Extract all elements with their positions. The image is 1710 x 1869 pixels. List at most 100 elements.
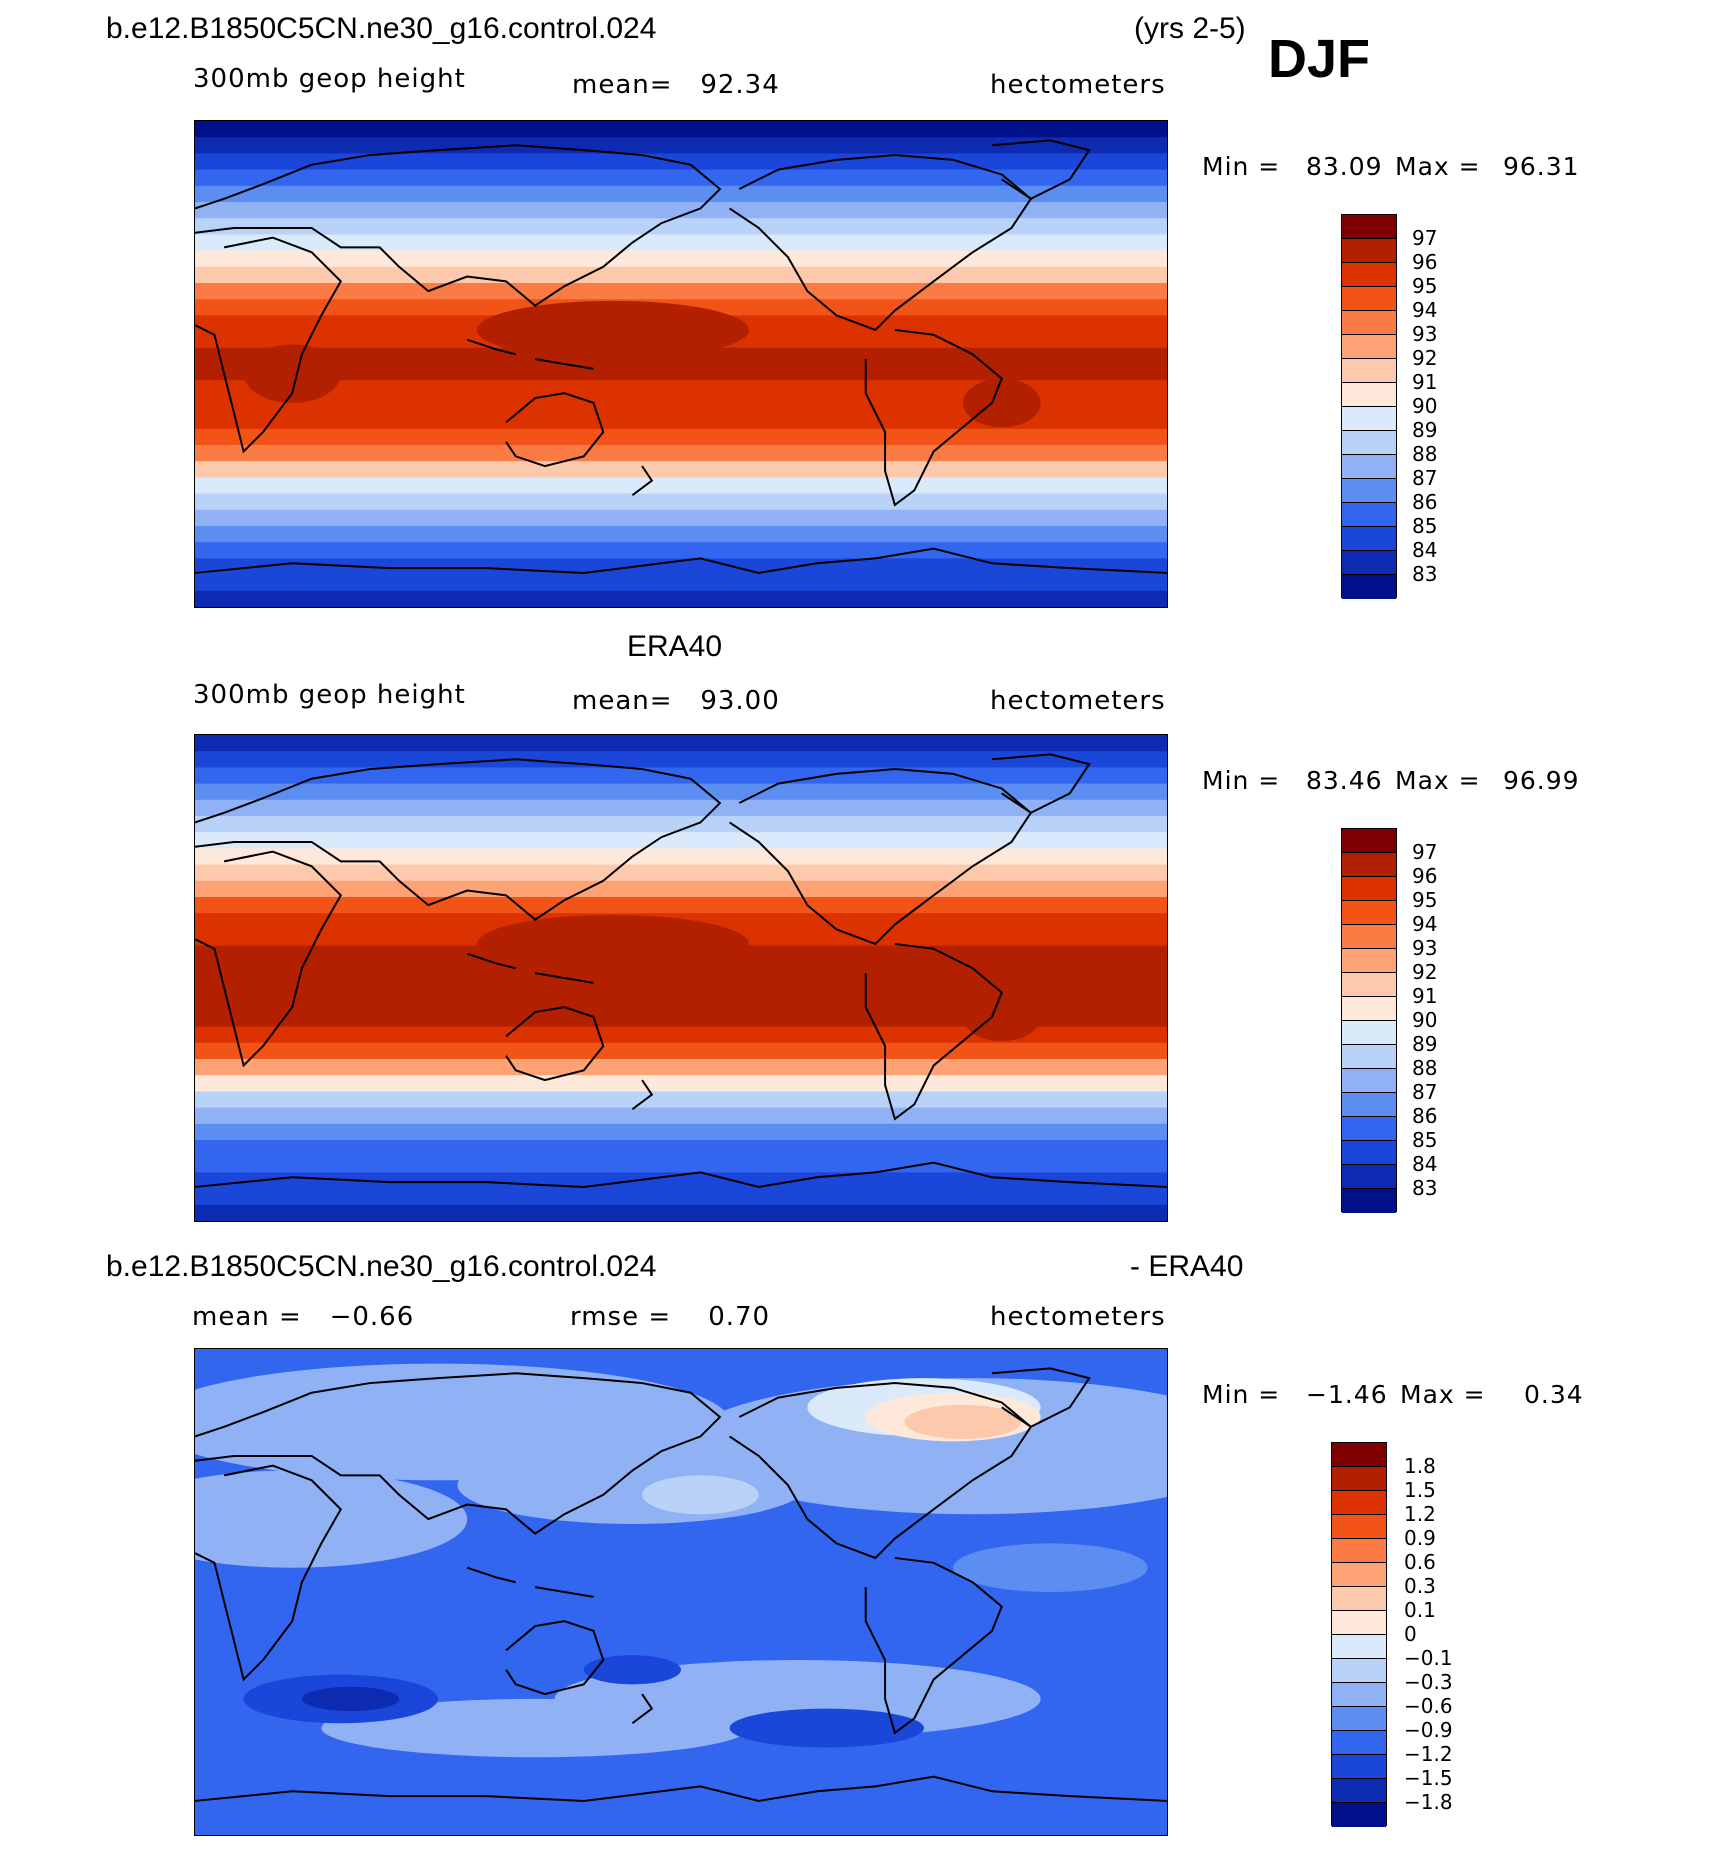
- contour-band: [195, 477, 1167, 495]
- contour-band: [195, 250, 1167, 268]
- contour-band: [195, 994, 1167, 1012]
- panel2-colorbar: [1341, 828, 1397, 1213]
- colorbar-tick-label: 87: [1412, 466, 1438, 490]
- contour-band: [195, 380, 1167, 398]
- contour-band: [195, 1204, 1167, 1221]
- contour-band: [195, 169, 1167, 187]
- colorbar-tick-label: 94: [1412, 298, 1438, 322]
- panel3-mean-label: mean = −0.66: [192, 1302, 415, 1332]
- contour-band: [195, 1058, 1167, 1077]
- colorbar-swatch: [1332, 1659, 1386, 1683]
- colorbar-swatch: [1332, 1683, 1386, 1707]
- panel2-max-value: 96.99: [1503, 766, 1580, 795]
- contour-blob: [583, 1655, 681, 1685]
- contour-band: [195, 444, 1167, 463]
- contour-band: [195, 1042, 1167, 1061]
- colorbar-swatch: [1342, 263, 1396, 287]
- colorbar-swatch: [1342, 383, 1396, 407]
- panel2-min-value: 83.46: [1306, 766, 1383, 795]
- contour-band: [195, 266, 1167, 284]
- contour-band: [195, 1123, 1167, 1141]
- colorbar-swatch: [1342, 1045, 1396, 1069]
- colorbar-swatch: [1342, 925, 1396, 949]
- contour-band: [195, 1140, 1167, 1158]
- contour-band: [195, 897, 1167, 915]
- years-label: (yrs 2-5): [1134, 12, 1246, 45]
- contour-blob: [243, 958, 341, 1017]
- colorbar-tick-label: 85: [1412, 1128, 1438, 1152]
- contour-blob: [904, 1404, 1022, 1439]
- colorbar-swatch: [1342, 901, 1396, 925]
- colorbar-tick-label: 94: [1412, 912, 1438, 936]
- contour-band: [195, 1156, 1167, 1174]
- colorbar-swatch: [1342, 551, 1396, 575]
- colorbar-tick-label: 0.1: [1404, 1598, 1436, 1622]
- panel1-mean-label: mean= 92.34: [572, 70, 780, 100]
- panel1-max-label: Max =: [1395, 152, 1481, 181]
- contour-band: [195, 1026, 1167, 1044]
- panel3-max-value: 0.34: [1524, 1380, 1584, 1409]
- colorbar-swatch: [1342, 455, 1396, 479]
- contour-blob: [642, 1475, 759, 1515]
- contour-band: [195, 542, 1167, 560]
- contour-band: [195, 185, 1167, 204]
- colorbar-tick-label: 92: [1412, 346, 1438, 370]
- contour-band: [195, 783, 1167, 801]
- colorbar-swatch: [1332, 1779, 1386, 1803]
- panel3-map: [194, 1348, 1168, 1836]
- panel2-title: ERA40: [627, 630, 723, 663]
- contour-band: [195, 137, 1167, 155]
- colorbar-swatch: [1332, 1467, 1386, 1491]
- colorbar-swatch: [1342, 1189, 1396, 1213]
- contour-band: [195, 1188, 1167, 1206]
- colorbar-tick-label: 90: [1412, 394, 1438, 418]
- colorbar-tick-label: 1.8: [1404, 1454, 1436, 1478]
- colorbar-tick-label: −1.8: [1404, 1790, 1453, 1814]
- colorbar-tick-label: 88: [1412, 1056, 1438, 1080]
- panel3-units-label: hectometers: [990, 1302, 1166, 1332]
- contour-band: [195, 1010, 1167, 1028]
- contour-blob: [476, 914, 750, 974]
- panel3-min-value: −1.46: [1306, 1380, 1388, 1409]
- colorbar-tick-label: 93: [1412, 322, 1438, 346]
- contour-blob: [962, 992, 1041, 1042]
- contour-band: [195, 364, 1167, 382]
- colorbar-swatch: [1342, 1069, 1396, 1093]
- colorbar-swatch: [1332, 1707, 1386, 1731]
- colorbar-swatch: [1342, 311, 1396, 335]
- panel1-units-label: hectometers: [990, 70, 1166, 100]
- colorbar-tick-label: 0.3: [1404, 1574, 1436, 1598]
- contour-band: [195, 412, 1167, 430]
- colorbar-tick-label: 88: [1412, 442, 1438, 466]
- panel2-field-label: 300mb geop height: [193, 680, 466, 710]
- contour-band: [195, 428, 1167, 447]
- colorbar-swatch: [1332, 1491, 1386, 1515]
- colorbar-swatch: [1332, 1443, 1386, 1467]
- colorbar-swatch: [1342, 1165, 1396, 1189]
- diff-case-title: b.e12.B1850C5CN.ne30_g16.control.024: [106, 1250, 657, 1283]
- contour-band: [195, 1172, 1167, 1190]
- colorbar-swatch: [1342, 1141, 1396, 1165]
- colorbar-tick-label: 0: [1404, 1622, 1417, 1646]
- colorbar-swatch: [1342, 1021, 1396, 1045]
- panel1-field-label: 300mb geop height: [193, 64, 466, 94]
- colorbar-swatch: [1342, 215, 1396, 239]
- contour-band: [195, 396, 1167, 414]
- contour-blob: [729, 1708, 924, 1748]
- colorbar-tick-label: −0.9: [1404, 1718, 1453, 1742]
- colorbar-swatch: [1332, 1731, 1386, 1755]
- colorbar-tick-label: 83: [1412, 562, 1438, 586]
- contour-band: [195, 574, 1167, 592]
- colorbar-swatch: [1342, 877, 1396, 901]
- contour-band: [195, 283, 1167, 301]
- colorbar-tick-label: 87: [1412, 1080, 1438, 1104]
- colorbar-tick-label: 89: [1412, 1032, 1438, 1056]
- contour-blob: [321, 1698, 750, 1758]
- contour-band: [195, 832, 1167, 850]
- colorbar-tick-label: −0.6: [1404, 1694, 1453, 1718]
- colorbar-swatch: [1332, 1587, 1386, 1611]
- contour-band: [195, 121, 1167, 139]
- panel2-units-label: hectometers: [990, 686, 1166, 716]
- contour-band: [195, 493, 1167, 511]
- colorbar-swatch: [1342, 479, 1396, 503]
